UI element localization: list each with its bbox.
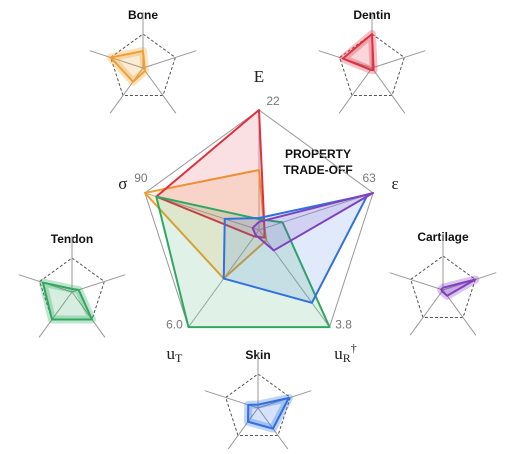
small-axis-line [257,407,292,454]
annotation: PROPERTY [285,147,351,161]
small-frame [110,33,176,97]
series-area [155,195,331,329]
axis-max-label: 22 [266,94,280,108]
axis-label: σ [118,174,127,193]
small-axis-line [142,50,197,69]
small-axis-line [109,67,144,114]
small-frame [225,373,291,437]
axis-max-label: 6.0 [166,317,183,331]
small-series-area [247,396,290,430]
small-frame [39,257,105,321]
small-axis-line [389,272,444,291]
small-axis-line [38,291,73,338]
axis-label: ε [392,174,399,193]
small-series-area [341,33,375,72]
small-axis-line [71,291,106,338]
small-axis-line [89,50,144,69]
axis-label-main: u [334,344,343,363]
axis-label-sub: R [343,351,351,365]
axis-label-sup: † [351,341,357,355]
axis-label: uR† [334,341,357,365]
small-axis-line [409,289,444,336]
small-frame [339,33,405,97]
small-axis-line [442,289,477,336]
small-axis-line [338,67,373,114]
small-series-area [109,50,147,83]
axis-line [258,192,374,231]
axis-label-main: u [167,344,176,363]
axis-label: uT [167,344,184,365]
axis-label: E [254,67,264,86]
axis-max-label: 63 [362,171,376,185]
small-series-area [41,281,93,321]
annotation: TRADE-OFF [283,163,352,177]
axis-max-label: 3.8 [335,317,352,331]
axis-max-label: 90 [134,171,148,185]
small-axis-line [71,274,126,293]
axis-label-main: ε [392,174,399,193]
axis-label-sub: T [175,351,183,365]
small-axis-line [371,67,406,114]
small-axis-line [224,407,259,454]
axis-line [258,229,330,328]
small-series-area [440,278,477,297]
axis-label-main: σ [118,174,127,193]
small-axis-line [142,67,177,114]
small-axis-line [371,50,426,69]
small-frame [410,255,476,319]
series-area [251,191,375,252]
axis-label-main: E [254,67,264,86]
